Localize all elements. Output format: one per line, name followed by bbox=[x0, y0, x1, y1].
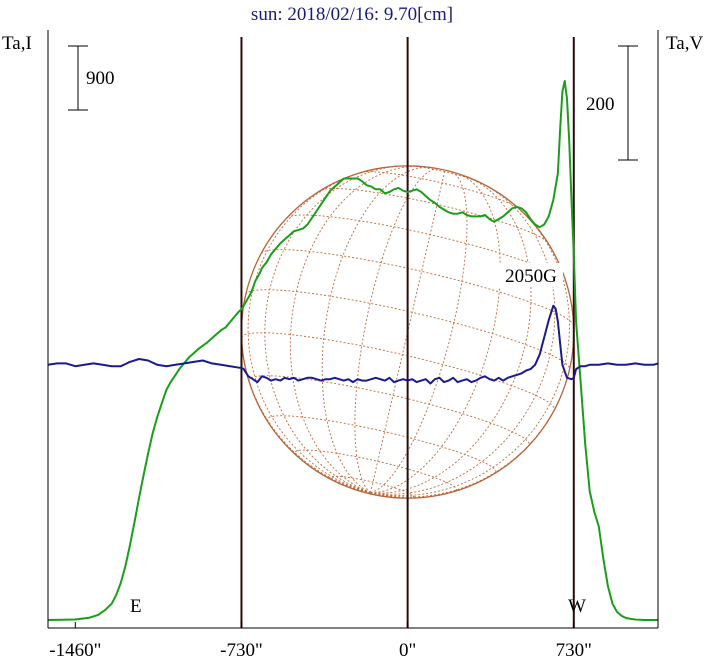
longitude-line bbox=[370, 492, 375, 496]
annotation-background bbox=[499, 263, 563, 287]
x-tick-label: 0" bbox=[399, 640, 416, 661]
chart-title: sun: 2018/02/16: 9.70[cm] bbox=[251, 4, 453, 25]
right-scale-bar: 200 bbox=[586, 45, 638, 161]
latitude-line bbox=[266, 415, 497, 474]
left-scale-bar: 900 bbox=[68, 45, 115, 111]
latitude-line bbox=[407, 165, 481, 184]
longitude-line bbox=[321, 166, 433, 494]
intensity-series-line bbox=[47, 80, 658, 621]
longitude-line bbox=[370, 176, 532, 494]
polarization-series-line bbox=[47, 304, 659, 385]
east-limb-label: E bbox=[130, 596, 142, 617]
left-axis-label: Ta,I bbox=[2, 33, 32, 54]
latitude-line bbox=[329, 475, 415, 499]
right-axis-label: Ta,V bbox=[666, 33, 703, 54]
longitude-line bbox=[370, 202, 570, 497]
x-ticks: -1460"-730"0"730"1460" bbox=[49, 622, 592, 661]
latitude-line bbox=[294, 449, 457, 492]
longitude-line bbox=[370, 173, 501, 494]
left-scale-bar-label: 900 bbox=[86, 68, 115, 89]
data-lines bbox=[47, 37, 659, 628]
latitude-line bbox=[241, 332, 555, 410]
longitude-line bbox=[354, 168, 439, 494]
x-tick-label: 730" bbox=[556, 640, 592, 661]
longitude-line bbox=[289, 165, 421, 494]
x-tick-label: -1460" bbox=[49, 640, 101, 661]
longitude-line bbox=[264, 165, 408, 494]
latitude-line bbox=[248, 375, 530, 446]
west-limb-label: W bbox=[568, 596, 586, 617]
right-scale-bar-label: 200 bbox=[586, 94, 615, 115]
longitude-line bbox=[247, 169, 371, 494]
longitude-line bbox=[370, 171, 468, 494]
longitude-line bbox=[370, 170, 446, 493]
latitude-line bbox=[260, 249, 575, 326]
annotation-2050G: 2050G bbox=[505, 266, 557, 287]
x-tick-label: -730" bbox=[220, 640, 263, 661]
